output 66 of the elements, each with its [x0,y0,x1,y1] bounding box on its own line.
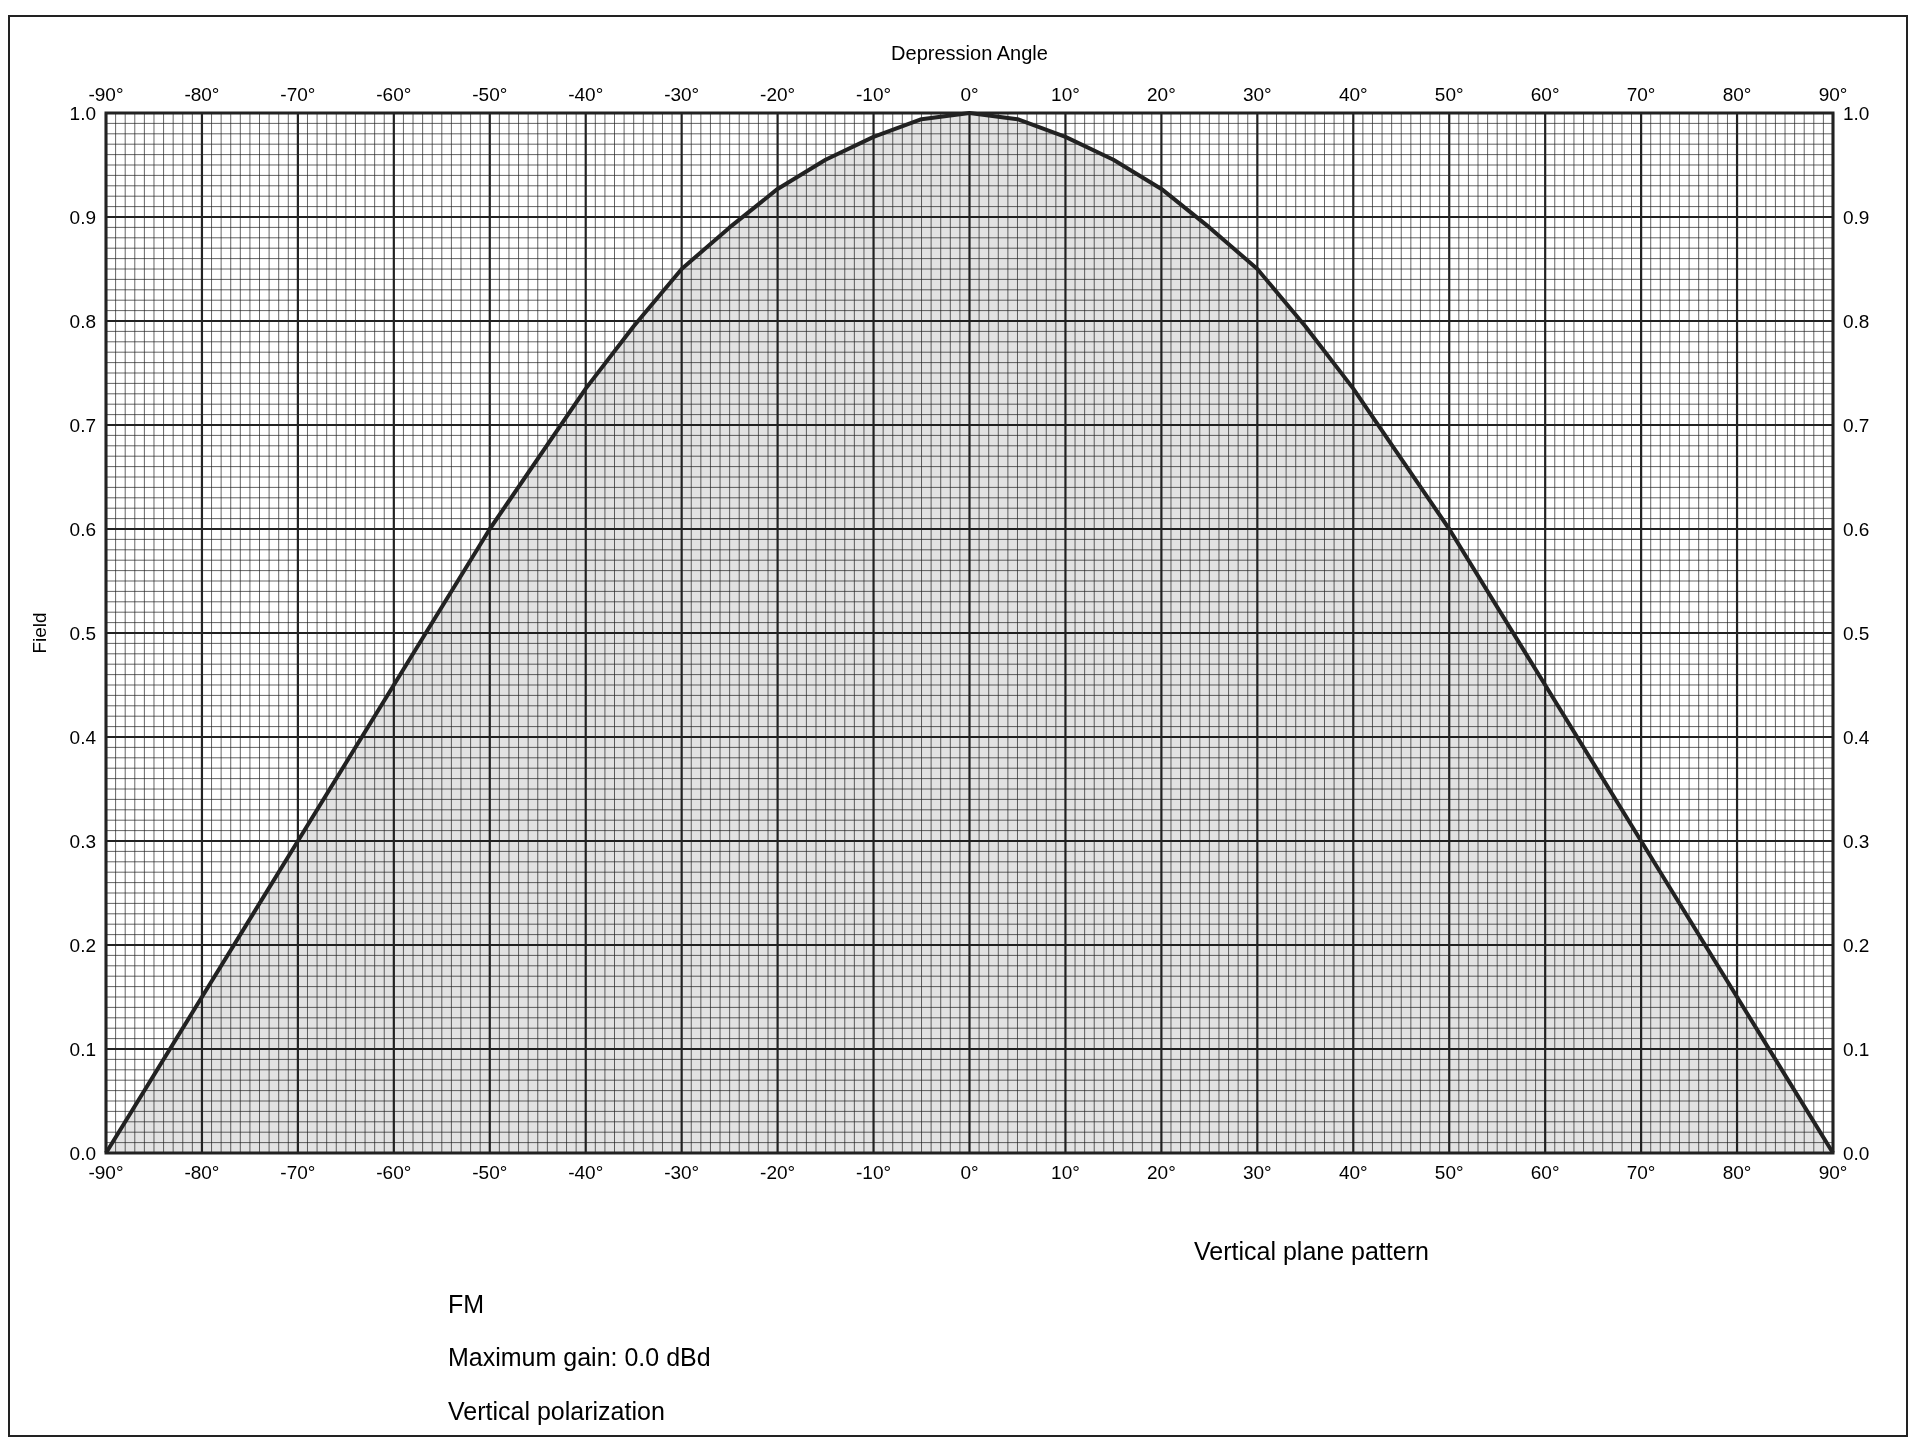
x-tick-label: 90° [1818,84,1848,105]
y-tick-label: 0.0 [69,1143,96,1164]
x2-tick-label: 10° [1051,1162,1080,1183]
x2-tick-label: -60° [376,1162,412,1183]
y-tick-label: 0.7 [69,415,96,436]
x2-tick-label: 80° [1722,1162,1752,1183]
text: Vertical plane pattern [1194,1237,1429,1265]
x-tick-label: -40° [568,84,604,105]
x2-axis-title: Depression Angle [891,42,1048,64]
x2-tick-label: -90° [88,1162,124,1183]
y2-tick-label: 1.0 [1843,103,1870,124]
text: FM [448,1290,485,1318]
x-tick-label: 80° [1722,84,1752,105]
x2-tick-label: -40° [568,1162,604,1183]
y2-tick-label: 0.3 [1843,831,1870,852]
x2-tick-label: -70° [280,1162,316,1183]
x-tick-label: 0° [960,84,979,105]
x-tick-label: -10° [856,84,892,105]
x2-tick-label: 40° [1338,1162,1368,1183]
x-tick-label: 30° [1242,84,1272,105]
y2-tick-label: 0.9 [1843,207,1870,228]
x2-tick-label: 60° [1530,1162,1560,1183]
x-tick-label: 20° [1147,84,1176,105]
y-tick-label: 0.9 [69,207,96,228]
y-tick-label: 0.5 [69,623,96,644]
y-tick-label: 0.6 [69,519,96,540]
x-tick-label: -80° [184,84,220,105]
x2-tick-label: 90° [1818,1162,1848,1183]
x-tick-label: 70° [1626,84,1656,105]
x2-tick-label: -50° [472,1162,508,1183]
y2-tick-label: 0.5 [1843,623,1870,644]
x-tick-label: 10° [1051,84,1080,105]
x2-tick-label: -80° [184,1162,220,1183]
x2-tick-label: 30° [1242,1162,1272,1183]
x2-tick-label: -10° [856,1162,892,1183]
x2-tick-label: 0° [960,1162,979,1183]
x-tick-label: -50° [472,84,508,105]
y-tick-label: 0.4 [69,727,97,748]
y2-tick-label: 0.2 [1843,935,1870,956]
y2-tick-label: 0.7 [1843,415,1870,436]
x-tick-label: -90° [88,84,124,105]
y-axis-title: Field [29,612,50,654]
y2-tick-label: 0.4 [1843,727,1870,748]
y-tick-label: 0.8 [69,311,96,332]
x-tick-label: -30° [664,84,700,105]
x-tick-label: 40° [1338,84,1368,105]
y-tick-label: 0.3 [69,831,96,852]
y-tick-label: 0.1 [69,1039,96,1060]
text: Vertical polarization [448,1397,665,1425]
x2-tick-label: 70° [1626,1162,1656,1183]
x2-tick-label: 50° [1434,1162,1464,1183]
y2-tick-label: 0.1 [1843,1039,1870,1060]
y2-tick-label: 0.6 [1843,519,1870,540]
x-tick-label: -70° [280,84,316,105]
x-tick-label: -20° [760,84,796,105]
y-tick-label: 1.0 [69,103,96,124]
x2-tick-label: -20° [760,1162,796,1183]
y2-tick-label: 0.0 [1843,1143,1870,1164]
x2-tick-label: 20° [1147,1162,1176,1183]
y-tick-label: 0.2 [69,935,96,956]
x-tick-label: 60° [1530,84,1560,105]
x-tick-label: 50° [1434,84,1464,105]
x-tick-label: -60° [376,84,412,105]
text: Maximum gain: 0.0 dBd [448,1343,711,1371]
y2-tick-label: 0.8 [1843,311,1870,332]
x2-tick-label: -30° [664,1162,700,1183]
